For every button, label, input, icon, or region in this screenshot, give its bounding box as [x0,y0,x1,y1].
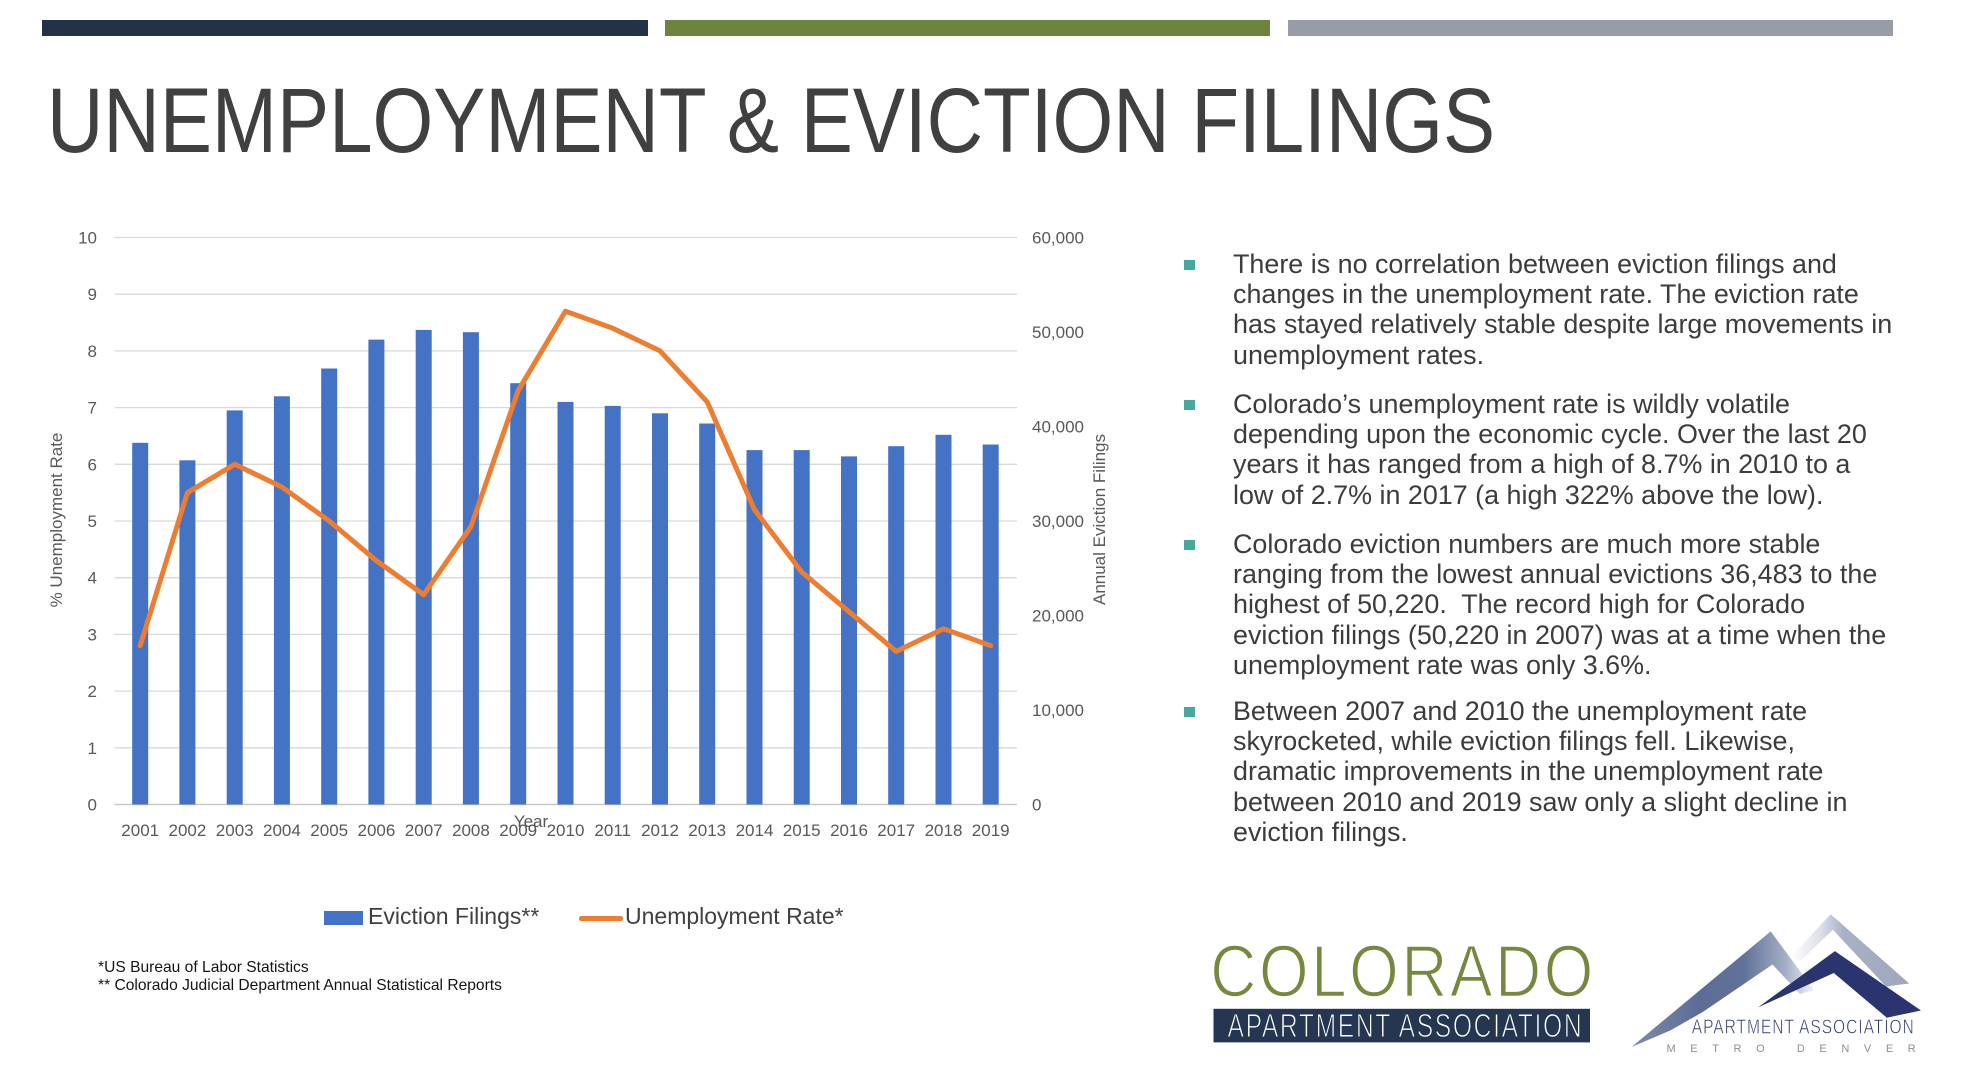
svg-text:2012: 2012 [641,821,679,840]
svg-text:2010: 2010 [547,821,585,840]
svg-text:2001: 2001 [121,821,159,840]
svg-text:2009: 2009 [499,821,537,840]
svg-text:Year: Year [514,812,549,831]
svg-text:2: 2 [88,682,97,701]
svg-text:2019: 2019 [972,821,1010,840]
svg-text:0: 0 [1032,796,1041,815]
svg-text:3: 3 [88,625,97,644]
svg-text:7: 7 [88,399,97,418]
svg-text:2017: 2017 [877,821,915,840]
svg-text:APARTMENT ASSOCIATION: APARTMENT ASSOCIATION [1228,1008,1584,1044]
svg-text:2005: 2005 [310,821,348,840]
svg-text:6: 6 [88,455,97,474]
svg-text:8: 8 [88,342,97,361]
svg-text:Annual Eviction Filings: Annual Eviction Filings [1090,434,1109,605]
svg-text:COLORADO: COLORADO [1210,930,1596,1012]
svg-text:2015: 2015 [783,821,821,840]
svg-text:40,000: 40,000 [1032,418,1084,437]
svg-text:2016: 2016 [830,821,868,840]
svg-text:2018: 2018 [925,821,963,840]
svg-text:2014: 2014 [736,821,774,840]
svg-text:2007: 2007 [405,821,443,840]
svg-text:2003: 2003 [216,821,254,840]
svg-text:9: 9 [88,285,97,304]
svg-text:2006: 2006 [357,821,395,840]
svg-text:10: 10 [78,229,97,248]
svg-text:2004: 2004 [263,821,301,840]
svg-text:1: 1 [88,739,97,758]
svg-text:% Unemployment Rate: % Unemployment Rate [47,433,66,608]
svg-text:2011: 2011 [594,821,631,840]
svg-text:5: 5 [88,512,97,531]
svg-text:60,000: 60,000 [1032,229,1084,248]
svg-text:20,000: 20,000 [1032,607,1084,626]
svg-text:50,000: 50,000 [1032,323,1084,342]
svg-text:2002: 2002 [168,821,206,840]
svg-text:2013: 2013 [688,821,726,840]
svg-text:10,000: 10,000 [1032,701,1084,720]
svg-text:30,000: 30,000 [1032,512,1084,531]
svg-text:0: 0 [88,796,97,815]
svg-text:METRO DENVER: METRO DENVER [1667,1043,1931,1055]
svg-text:4: 4 [88,569,97,588]
svg-text:2008: 2008 [452,821,490,840]
svg-text:APARTMENT ASSOCIATION: APARTMENT ASSOCIATION [1692,1016,1915,1038]
